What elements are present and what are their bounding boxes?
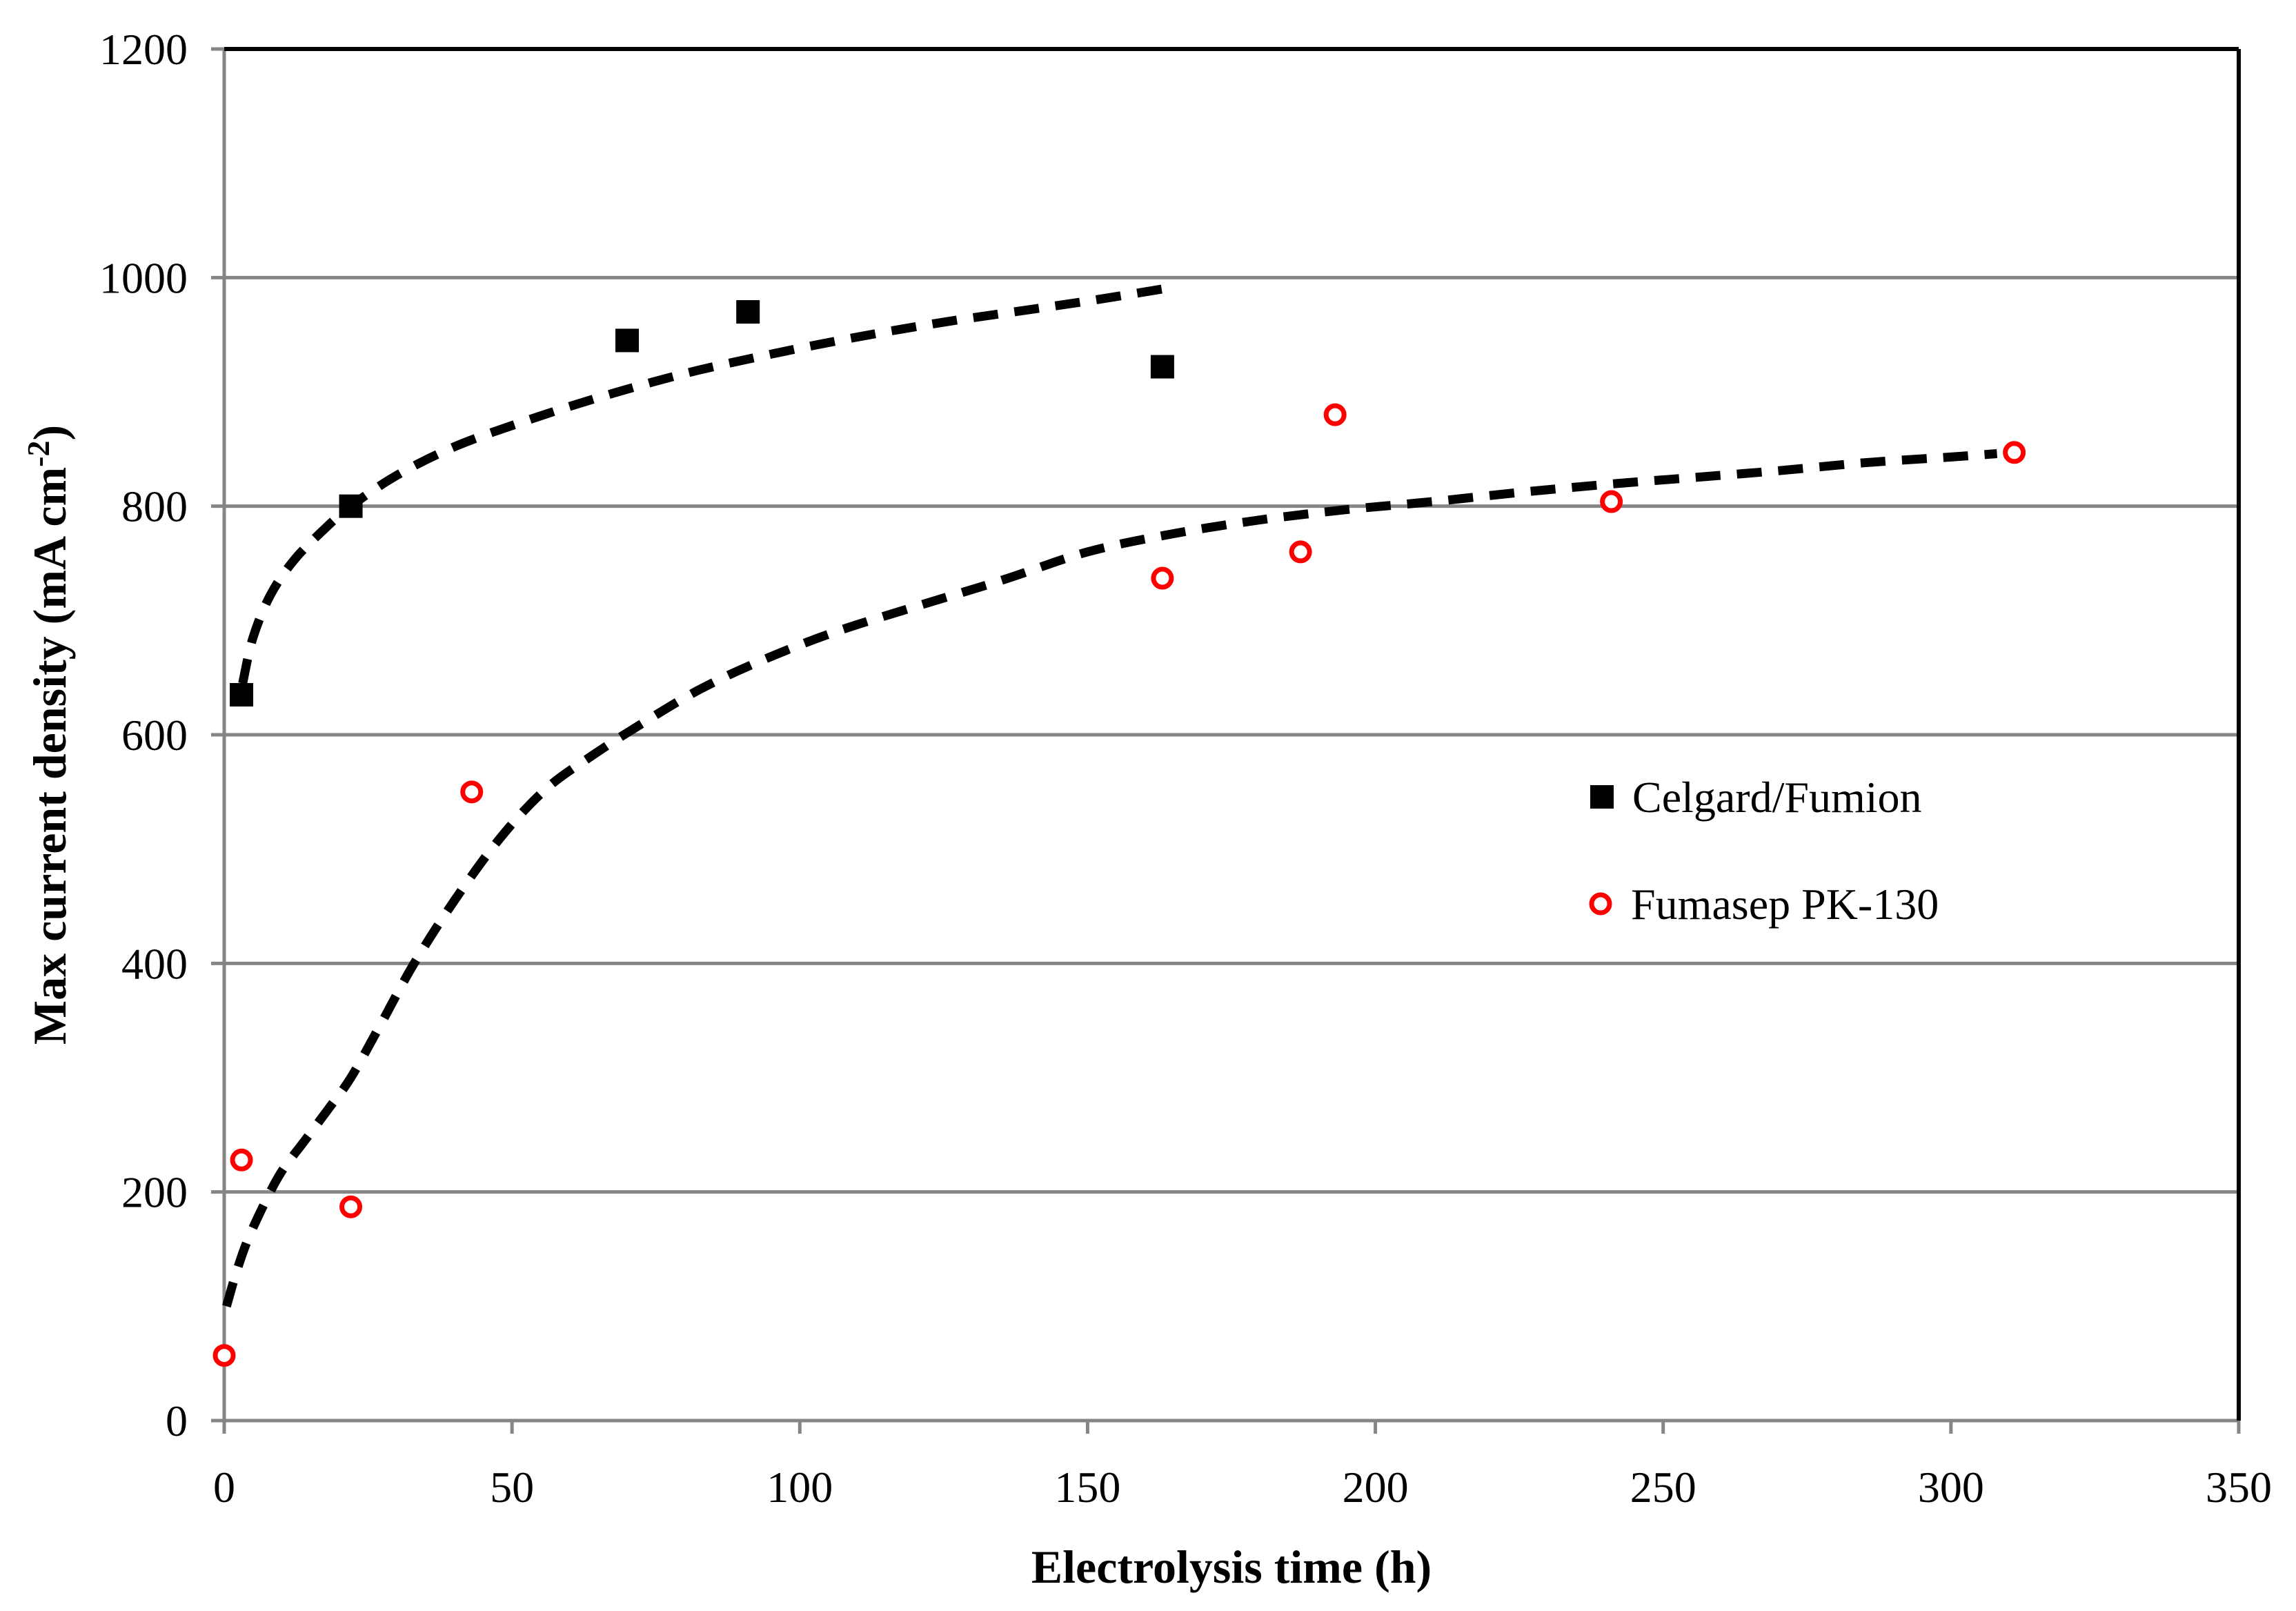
- y-tick-label: 0: [166, 1396, 188, 1445]
- data-point-circle: [1289, 540, 1312, 564]
- data-point-square: [615, 328, 639, 353]
- y-axis-title: Max current density (mA cm-2): [21, 425, 76, 1045]
- legend-item: Celgard/Fumion: [1590, 773, 1922, 822]
- y-tick-label: 400: [121, 939, 188, 988]
- data-point-circle: [1600, 490, 1623, 513]
- y-tick-label: 800: [121, 482, 188, 531]
- legend-item: Fumasep PK-130: [1589, 880, 1939, 929]
- data-point-circle: [460, 780, 484, 804]
- x-tick-label: 0: [213, 1463, 235, 1512]
- legend-marker-circle-icon: [1589, 892, 1612, 916]
- x-tick-label: 350: [2206, 1463, 2272, 1512]
- data-point-square: [1150, 355, 1174, 379]
- data-point-circle: [1151, 566, 1174, 590]
- data-point-square: [230, 683, 254, 707]
- data-point-circle: [2003, 441, 2026, 464]
- y-axis-title-main: Max current density (mA cm: [23, 467, 76, 1045]
- y-tick-label: 600: [121, 711, 188, 760]
- legend-label: Fumasep PK-130: [1631, 880, 1939, 929]
- data-point-circle: [1323, 403, 1347, 426]
- x-tick-label: 50: [490, 1463, 534, 1512]
- data-point-circle: [339, 1195, 363, 1218]
- legend-label: Celgard/Fumion: [1632, 773, 1922, 822]
- trendline-celgard: [238, 284, 1163, 684]
- x-tick-label: 250: [1630, 1463, 1696, 1512]
- y-tick-label: 1000: [99, 253, 188, 302]
- x-tick-label: 200: [1343, 1463, 1409, 1512]
- x-tick-label: 150: [1054, 1463, 1120, 1512]
- y-tick-label: 1200: [99, 25, 188, 74]
- y-axis-title-superscript: -2: [21, 441, 56, 467]
- data-point-square: [339, 494, 363, 518]
- x-axis-title: Electrolysis time (h): [1031, 1541, 1432, 1593]
- data-point-square: [736, 300, 760, 324]
- data-point-circle: [212, 1344, 236, 1367]
- data-point-circle: [230, 1148, 253, 1172]
- legend-marker-square-icon: [1590, 785, 1614, 809]
- y-axis-title-close: ): [23, 425, 76, 441]
- x-tick-label: 300: [1918, 1463, 1984, 1512]
- y-tick-label: 200: [121, 1168, 188, 1217]
- x-tick-label: 100: [766, 1463, 833, 1512]
- trendline-fumasep: [222, 449, 1998, 1308]
